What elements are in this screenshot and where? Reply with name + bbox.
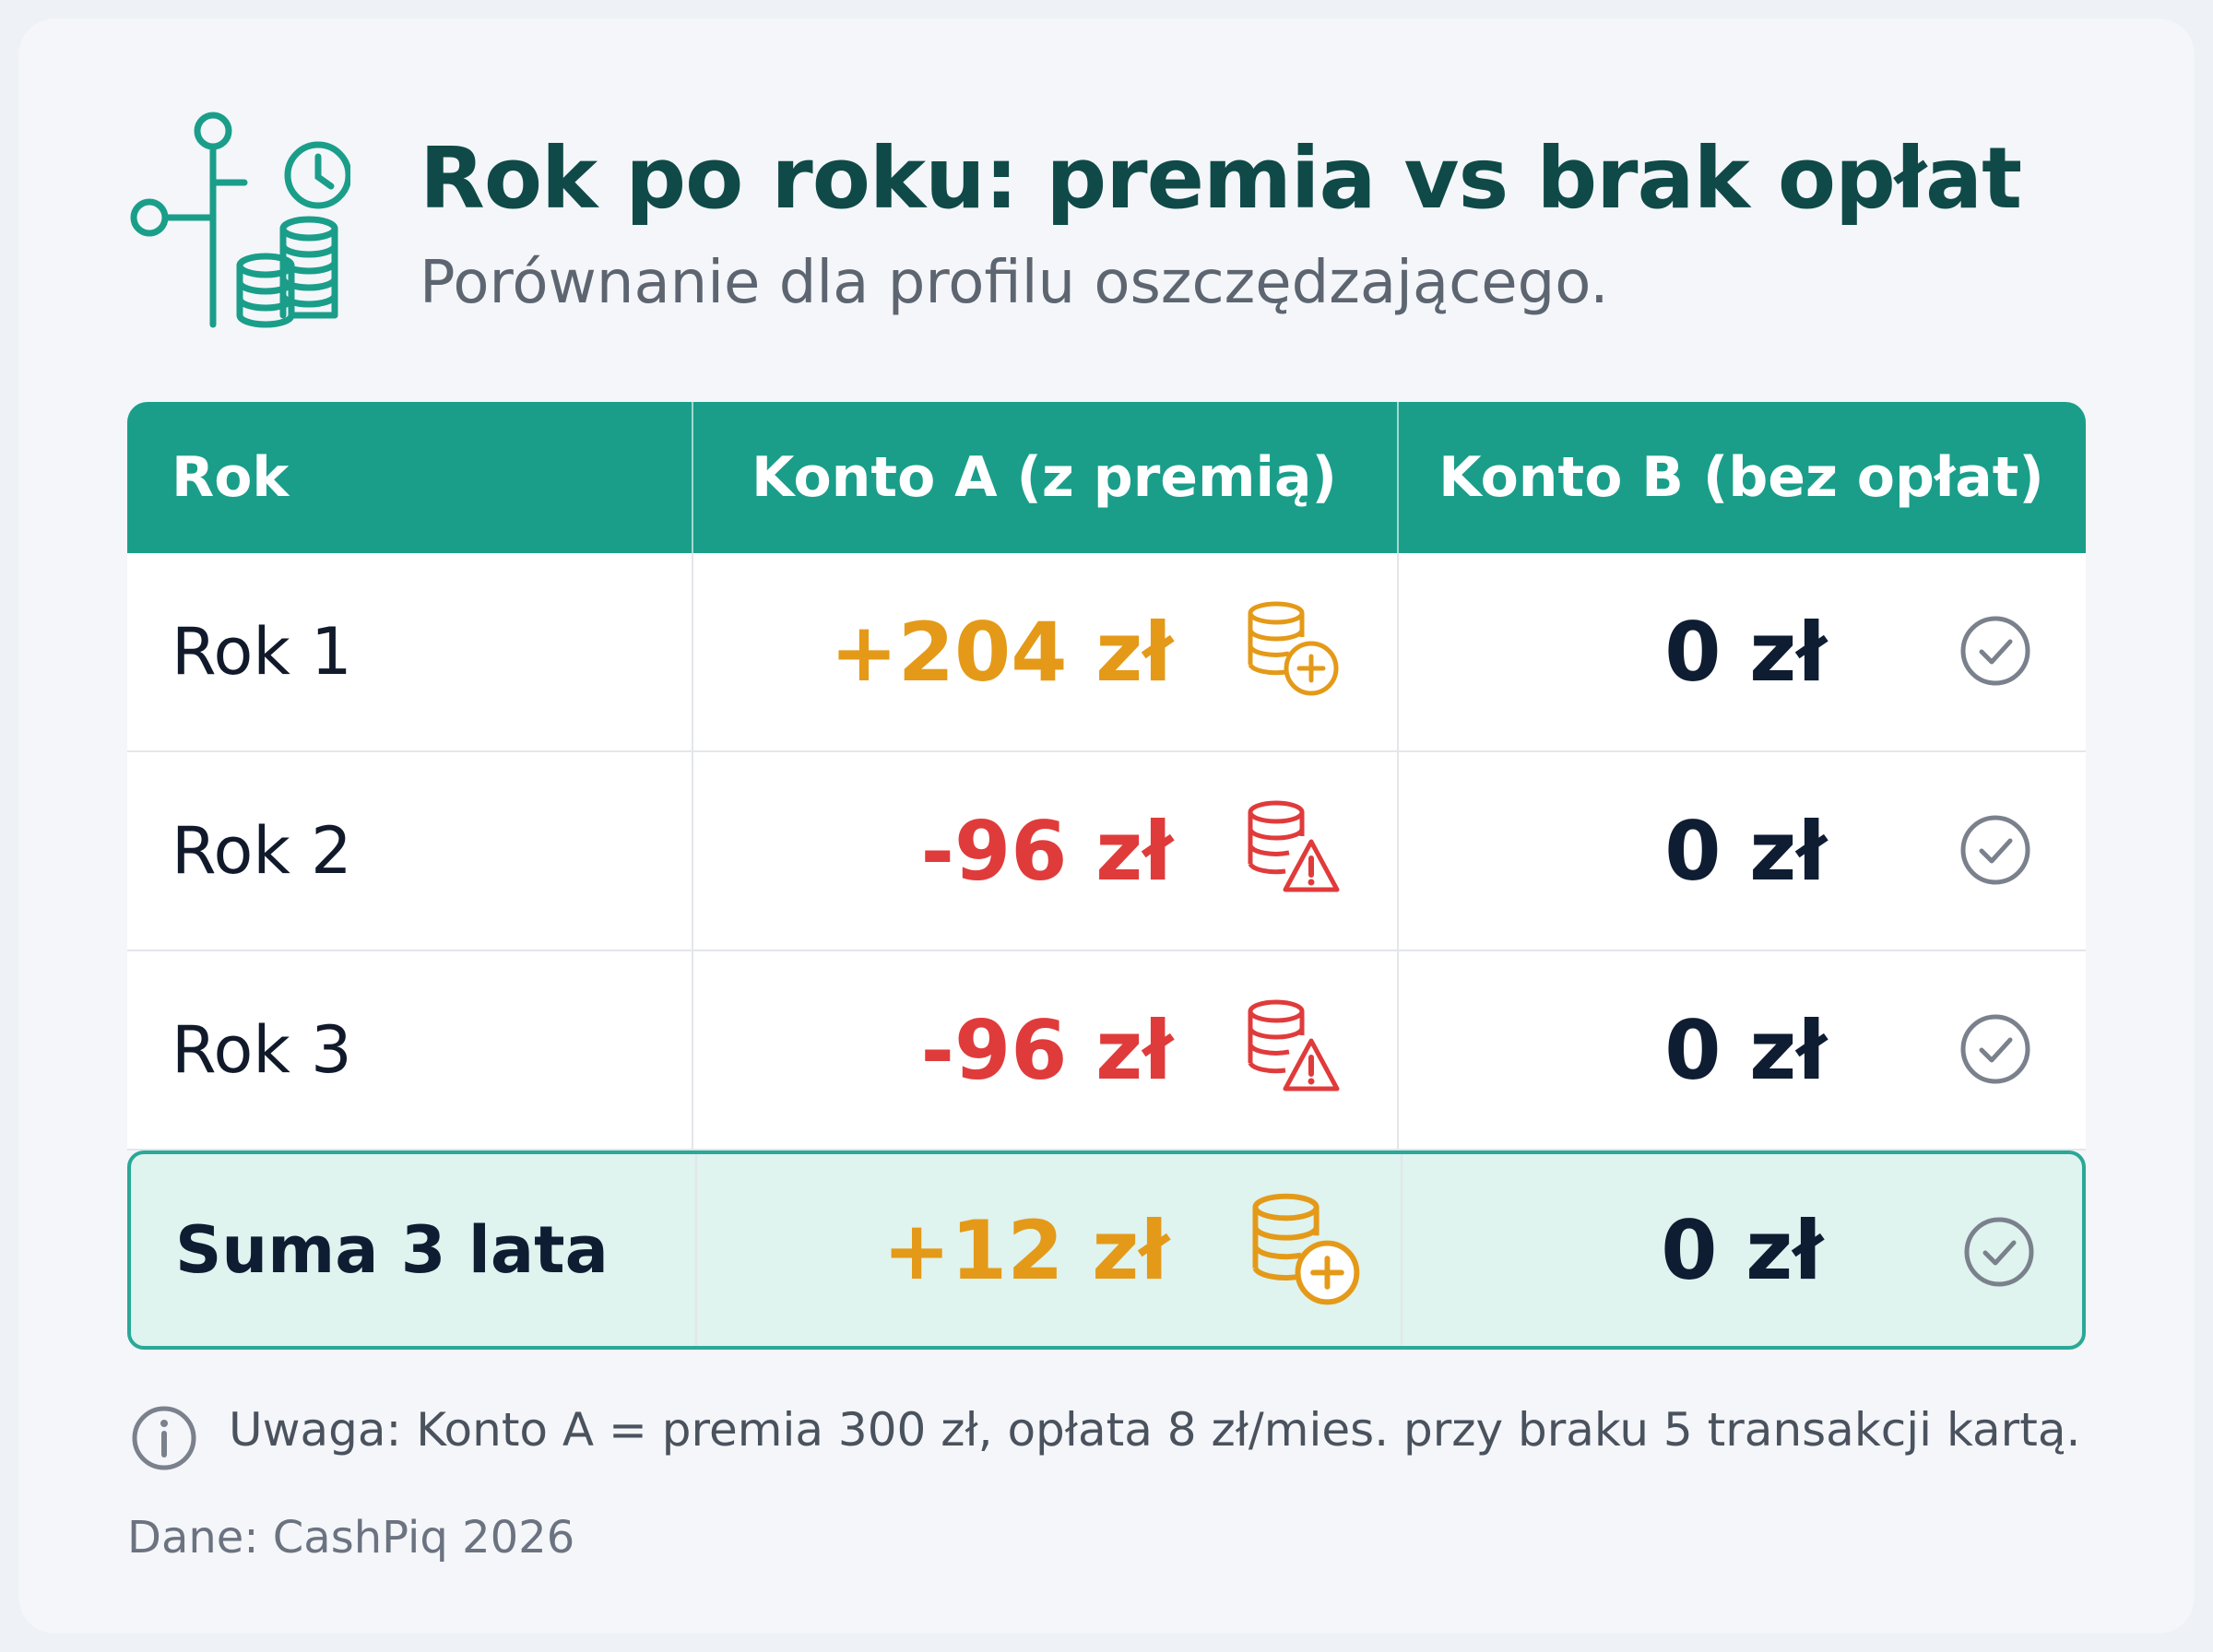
account-b-value: 0 zł	[1661, 1202, 1823, 1298]
table-row: Rok 1 +204 zł 0 zł	[127, 553, 2086, 752]
logo-icon	[130, 112, 350, 328]
table-row: Rok 2 -96 zł 0 zł	[127, 752, 2086, 951]
coin-plus-icon	[1243, 600, 1344, 705]
comparison-table: Rok Konto A (z premią) Konto B (bez opłat)…	[127, 402, 2086, 1350]
info-icon	[132, 1406, 196, 1470]
coin-plus-icon	[1247, 1192, 1367, 1316]
account-a-value: +204 zł	[830, 604, 1173, 700]
check-icon	[1959, 1012, 2032, 1090]
account-a-value: +12 zł	[882, 1202, 1169, 1298]
column-divider	[1397, 752, 1399, 950]
column-divider	[1397, 553, 1399, 750]
table-header: Rok Konto A (z premią) Konto B (bez opłat)	[127, 402, 2086, 553]
column-header: Rok	[172, 445, 290, 510]
column-divider	[692, 951, 693, 1149]
column-divider	[1397, 951, 1399, 1149]
account-b-value: 0 zł	[1664, 604, 1827, 700]
year-label: Suma 3 lata	[175, 1212, 609, 1288]
column-divider	[1397, 402, 1399, 553]
account-a-value: -96 zł	[920, 1002, 1174, 1098]
year-label: Rok 3	[172, 1012, 352, 1088]
footnote: Uwaga: Konto A = premia 300 zł, opłata 8…	[229, 1403, 2081, 1457]
column-header: Konto A (z premią)	[751, 445, 1337, 510]
coin-warning-icon	[1243, 998, 1344, 1103]
coin-warning-icon	[1243, 799, 1344, 904]
account-b-value: 0 zł	[1664, 1002, 1827, 1098]
title: Rok po roku: premia vs brak opłat	[420, 129, 2022, 228]
column-divider	[692, 402, 693, 553]
column-divider	[695, 1154, 697, 1346]
total-row: Suma 3 lata +12 zł 0 zł	[127, 1150, 2086, 1350]
column-divider	[692, 553, 693, 750]
check-icon	[1959, 614, 2032, 691]
year-label: Rok 1	[172, 614, 352, 690]
check-icon	[1962, 1215, 2036, 1292]
column-divider	[1401, 1154, 1402, 1346]
subtitle: Porównanie dla profilu oszczędzającego.	[420, 249, 1609, 317]
table-row: Rok 3 -96 zł 0 zł	[127, 951, 2086, 1150]
check-icon	[1959, 813, 2032, 891]
account-b-value: 0 zł	[1664, 803, 1827, 899]
column-header: Konto B (bez opłat)	[1438, 445, 2044, 510]
column-divider	[692, 752, 693, 950]
source: Dane: CashPiq 2026	[127, 1512, 575, 1564]
year-label: Rok 2	[172, 813, 352, 889]
account-a-value: -96 zł	[920, 803, 1174, 899]
